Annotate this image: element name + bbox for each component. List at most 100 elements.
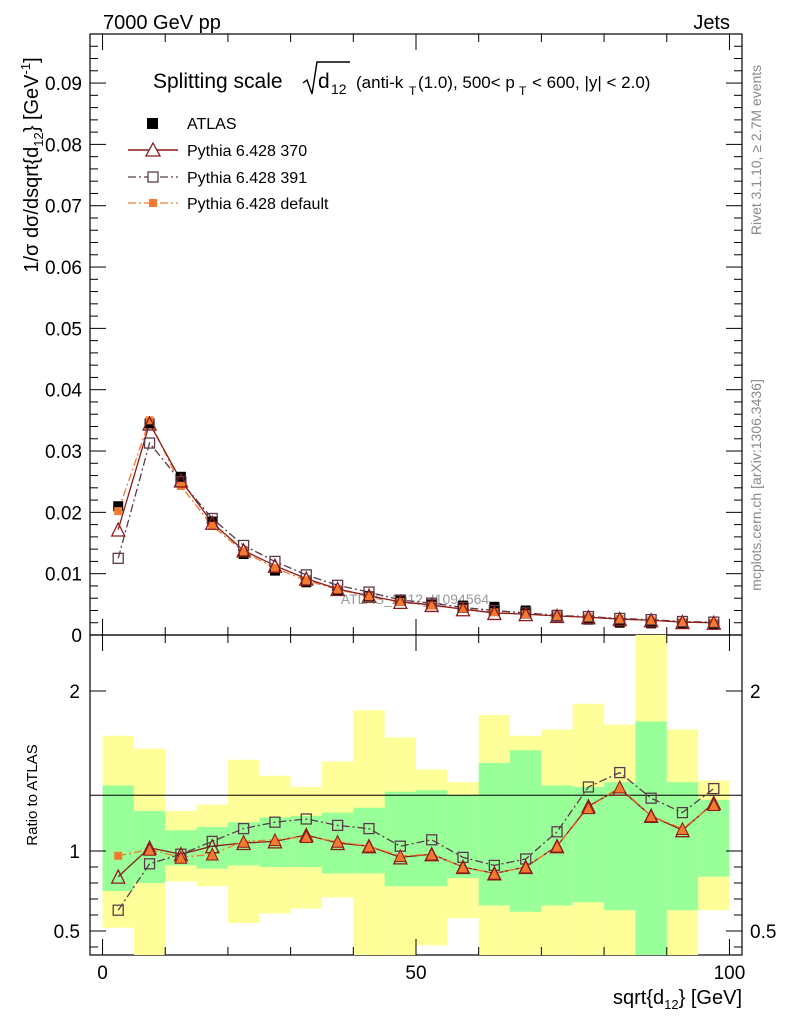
series-point-1: [330, 581, 346, 597]
y-tick-label: 0.09: [45, 74, 82, 95]
collision-label: 7000 GeV pp: [103, 12, 221, 34]
ratio-point-3: [675, 821, 690, 835]
ratio-point-3: [425, 847, 439, 861]
series-point-3: [678, 618, 687, 627]
series-point-3: [364, 592, 373, 601]
series-point-1: [267, 557, 283, 573]
series-point-3: [208, 521, 217, 530]
legend-label-default: Pythia 6.428 default: [187, 196, 329, 213]
ratio-tick-label-left: 1: [69, 842, 80, 863]
y-tick-labels: 0 0.01 0.02 0.03 0.04 0.05 0.06 0.07 0.08 0.09: [45, 74, 82, 647]
series-point-1: [706, 614, 722, 630]
legend-marker-atlas: [147, 118, 158, 129]
legend-label-atlas: ATLAS: [187, 116, 237, 133]
series-point-1: [549, 608, 565, 624]
x-tick-label: 100: [714, 963, 746, 984]
series-point-3: [270, 564, 279, 573]
ratio-point-3: [393, 848, 407, 863]
ratio-point-3: [299, 829, 313, 843]
series-point-3: [427, 601, 436, 610]
series-point-1: [142, 415, 158, 431]
y-tick-label: 0.06: [45, 258, 82, 279]
band-green-bin: [478, 763, 511, 906]
series-point-1: [204, 514, 220, 530]
svg-text:(anti-k: (anti-k: [356, 73, 404, 92]
atlas-point: [207, 516, 218, 527]
svg-text:12: 12: [331, 81, 347, 97]
ratio-point-3: [205, 847, 219, 861]
series-point-1: [580, 609, 596, 625]
y-tick-label: 0.03: [45, 442, 82, 463]
ratio-point-2: [614, 766, 626, 779]
series-point-1: [110, 521, 126, 537]
series-point-3: [709, 618, 718, 627]
svg-text:T: T: [409, 84, 417, 98]
series-point-3: [239, 547, 248, 556]
legend-marker-default: [149, 199, 157, 207]
ratio-point-1: [110, 868, 126, 884]
legend-label-370: Pythia 6.428 370: [187, 143, 307, 160]
ratio-point-3: [707, 797, 721, 811]
series-point-1: [518, 606, 534, 622]
x-tick-label: 0: [97, 963, 108, 984]
y-axis-label: 1/σ dσ/dsqrt{d12} [GeV-1]: [18, 57, 46, 272]
band-green-bin: [102, 785, 134, 891]
series-point-3: [584, 613, 593, 622]
ratio-point-3: [456, 860, 470, 874]
ratio-point-2: [331, 819, 344, 832]
x-tick-label: 50: [405, 963, 426, 984]
ratio-point-2: [363, 822, 375, 835]
band-green-bin: [384, 791, 416, 887]
series-point-3: [396, 597, 405, 606]
mcplots-label: mcplots.cern.ch [arXiv:1306.3436]: [748, 379, 764, 591]
ratio-tick-label-right: 0.5: [750, 922, 776, 943]
svg-text:T: T: [519, 84, 527, 98]
y-tick-label: 0.08: [45, 135, 82, 156]
series-point-3: [145, 416, 154, 425]
svg-text:Splitting scale: Splitting scale: [153, 70, 283, 93]
y-tick-label: 0.07: [45, 197, 82, 218]
y-tick-label: 0.04: [45, 381, 82, 402]
series-point-3: [114, 507, 123, 516]
series-point-2: [112, 552, 124, 564]
ratio-point-2: [269, 816, 281, 828]
series-point-3: [459, 604, 468, 613]
series-point-1: [173, 472, 189, 488]
band-green-bin: [698, 799, 730, 877]
ratio-point-2: [645, 792, 657, 804]
series-point-1: [361, 587, 377, 603]
svg-text:d: d: [318, 70, 330, 93]
ratio-point-3: [581, 800, 596, 815]
svg-text:< 600, |y| < 2.0): < 600, |y| < 2.0): [532, 73, 650, 92]
y-tick-label: 0.01: [45, 565, 82, 586]
band-green-bin: [666, 782, 699, 911]
y-tick-label: 0.05: [45, 319, 82, 340]
ratio-band-green: [102, 721, 730, 955]
ratio-tick-label-right: 2: [750, 682, 761, 703]
series-point-3: [615, 615, 624, 624]
series-point-3: [490, 608, 499, 617]
ratio-point-3: [362, 839, 376, 853]
main-series: [110, 415, 722, 630]
plot-title: Splitting scale d 12 (anti-k T (1.0), 50…: [153, 61, 650, 98]
ratio-series: [110, 766, 722, 916]
ratio-tick-label-left: 0.5: [54, 922, 80, 943]
x-tick-labels: 0 50 100: [97, 963, 745, 984]
sqrt-symbol: [302, 61, 350, 95]
series-point-2: [143, 437, 156, 449]
legend-label-391: Pythia 6.428 391: [187, 170, 307, 187]
svg-text:(1.0), 500< p: (1.0), 500< p: [418, 73, 515, 92]
atlas-point: [113, 501, 124, 512]
legend-marker-391: [147, 171, 159, 183]
ratio-tick-labels: 0.5 0.5 1 2 2: [54, 682, 777, 943]
series-point-3: [553, 611, 562, 620]
ratio-axis-label: Ratio to ATLAS: [24, 744, 41, 845]
band-green-bin: [635, 721, 667, 955]
series-point-1: [486, 604, 502, 621]
ratio-point-2: [112, 904, 124, 916]
series-point-1: [674, 614, 690, 630]
series-point-1: [455, 601, 471, 617]
ratio-point-3: [519, 860, 533, 874]
ratio-point-3: [613, 780, 627, 794]
